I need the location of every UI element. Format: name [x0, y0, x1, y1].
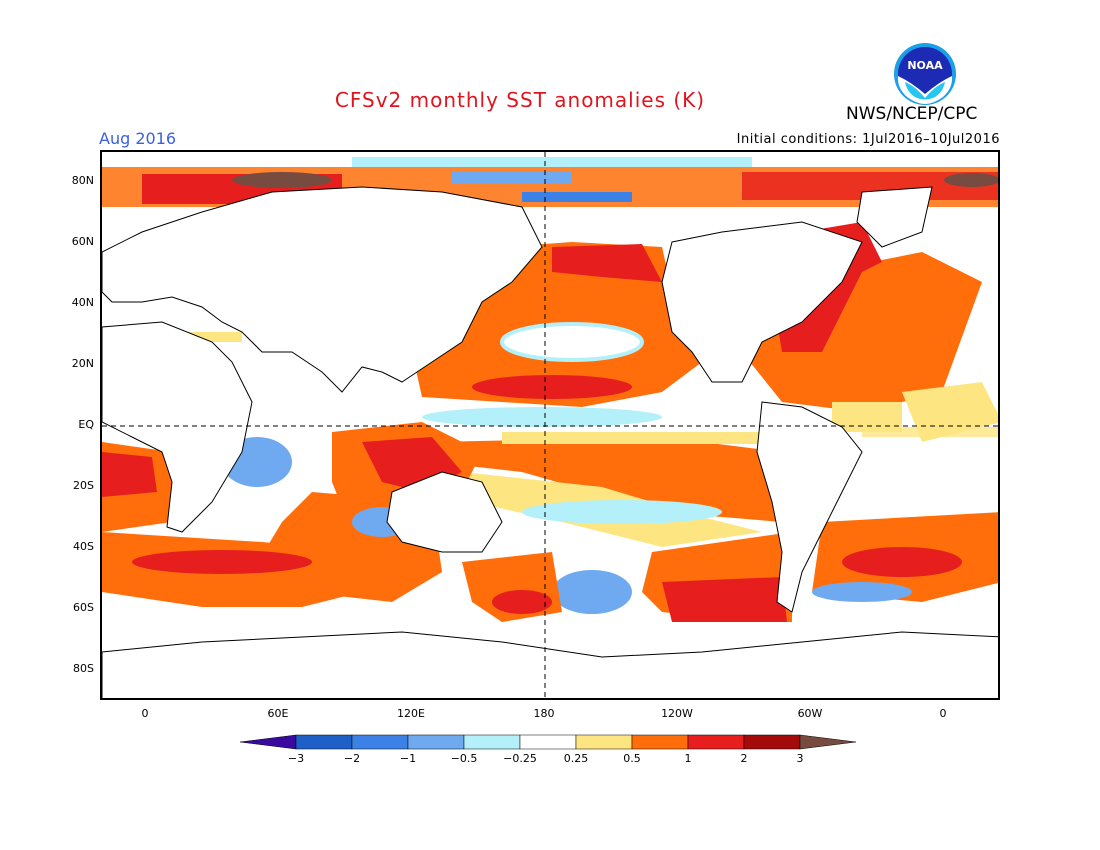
- colorbar-tick-label: 0.25: [563, 752, 589, 765]
- y-tick-label: 80N: [71, 174, 94, 187]
- colorbar-arrow-high: [799, 734, 857, 750]
- x-tick-label: 120W: [661, 707, 693, 720]
- colorbar-swatch: [631, 734, 689, 750]
- grid-lines: [102, 152, 998, 698]
- y-tick-label: 40S: [73, 540, 94, 553]
- colorbar-swatch: [575, 734, 633, 750]
- chart-title: CFSv2 monthly SST anomalies (K): [334, 88, 706, 112]
- colorbar-tick-label: 0.5: [623, 752, 641, 765]
- colorbar-swatch: [295, 734, 353, 750]
- x-tick-label: 0: [939, 707, 947, 720]
- colorbar-tick-label: −1: [399, 752, 417, 765]
- x-tick-label: 60E: [267, 707, 289, 720]
- y-tick-label: 80S: [73, 662, 94, 675]
- colorbar: [240, 734, 857, 750]
- noaa-logo: NOAA: [894, 43, 956, 105]
- x-tick-label: 60W: [797, 707, 823, 720]
- colorbar-tick-label: 1: [684, 752, 692, 765]
- noaa-logo-text: NOAA: [907, 59, 943, 72]
- colorbar-swatch: [407, 734, 465, 750]
- colorbar-swatch: [687, 734, 745, 750]
- colorbar-arrow-low: [240, 734, 297, 750]
- y-tick-label: EQ: [78, 418, 94, 431]
- colorbar-swatch: [351, 734, 409, 750]
- colorbar-tick-label: −0.25: [503, 752, 537, 765]
- organization-label: NWS/NCEP/CPC: [846, 104, 978, 124]
- colorbar-swatch: [519, 734, 577, 750]
- sst-anomaly-map: [100, 150, 1000, 700]
- y-tick-label: 40N: [71, 296, 94, 309]
- x-tick-label: 180: [533, 707, 555, 720]
- y-tick-label: 20N: [71, 357, 94, 370]
- colorbar-swatch: [743, 734, 801, 750]
- colorbar-swatch: [463, 734, 521, 750]
- colorbar-tick-label: −0.5: [450, 752, 478, 765]
- initial-conditions-label: Initial conditions: 1Jul2016–10Jul2016: [736, 132, 1000, 147]
- colorbar-tick-label: 2: [740, 752, 748, 765]
- x-tick-label: 120E: [397, 707, 425, 720]
- y-tick-label: 20S: [73, 479, 94, 492]
- continents: [102, 186, 998, 698]
- colorbar-tick-label: −3: [287, 752, 305, 765]
- y-tick-label: 60S: [73, 601, 94, 614]
- colorbar-tick-label: −2: [343, 752, 361, 765]
- y-tick-label: 60N: [71, 235, 94, 248]
- colorbar-tick-label: 3: [796, 752, 804, 765]
- valid-month-label: Aug 2016: [99, 129, 177, 148]
- x-tick-label: 0: [141, 707, 149, 720]
